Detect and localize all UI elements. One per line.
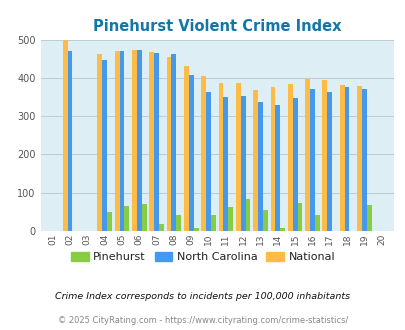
Bar — [297, 203, 302, 231]
Bar — [218, 83, 223, 231]
Bar — [183, 66, 188, 231]
Bar — [68, 51, 72, 231]
Bar — [305, 79, 309, 231]
Bar — [171, 54, 176, 231]
Bar — [314, 214, 319, 231]
Bar — [262, 210, 267, 231]
Bar — [309, 88, 314, 231]
Bar — [124, 206, 129, 231]
Bar — [63, 40, 68, 231]
Legend: Pinehurst, North Carolina, National: Pinehurst, North Carolina, National — [66, 248, 339, 267]
Bar — [245, 199, 250, 231]
Bar — [228, 207, 232, 231]
Bar — [188, 75, 193, 231]
Title: Pinehurst Violent Crime Index: Pinehurst Violent Crime Index — [93, 19, 341, 34]
Bar — [102, 59, 107, 231]
Bar — [279, 228, 284, 231]
Bar — [235, 83, 240, 231]
Bar — [223, 97, 228, 231]
Bar — [253, 90, 258, 231]
Bar — [344, 87, 349, 231]
Bar — [366, 205, 371, 231]
Bar — [166, 57, 171, 231]
Bar — [119, 51, 124, 231]
Bar — [270, 87, 275, 231]
Bar — [115, 51, 119, 231]
Bar — [356, 86, 361, 231]
Bar — [322, 80, 326, 231]
Bar — [292, 98, 297, 231]
Bar — [258, 102, 262, 231]
Bar — [275, 105, 279, 231]
Bar — [206, 92, 211, 231]
Text: Crime Index corresponds to incidents per 100,000 inhabitants: Crime Index corresponds to incidents per… — [55, 292, 350, 301]
Bar — [193, 228, 198, 231]
Bar — [107, 212, 112, 231]
Bar — [159, 224, 164, 231]
Bar — [136, 50, 141, 231]
Bar — [141, 204, 146, 231]
Bar — [97, 54, 102, 231]
Bar — [326, 92, 331, 231]
Bar — [201, 76, 206, 231]
Bar — [211, 214, 215, 231]
Bar — [361, 88, 366, 231]
Bar — [154, 53, 159, 231]
Bar — [176, 214, 181, 231]
Bar — [287, 84, 292, 231]
Bar — [149, 52, 154, 231]
Bar — [339, 85, 344, 231]
Text: © 2025 CityRating.com - https://www.cityrating.com/crime-statistics/: © 2025 CityRating.com - https://www.city… — [58, 316, 347, 325]
Bar — [240, 96, 245, 231]
Bar — [132, 50, 136, 231]
